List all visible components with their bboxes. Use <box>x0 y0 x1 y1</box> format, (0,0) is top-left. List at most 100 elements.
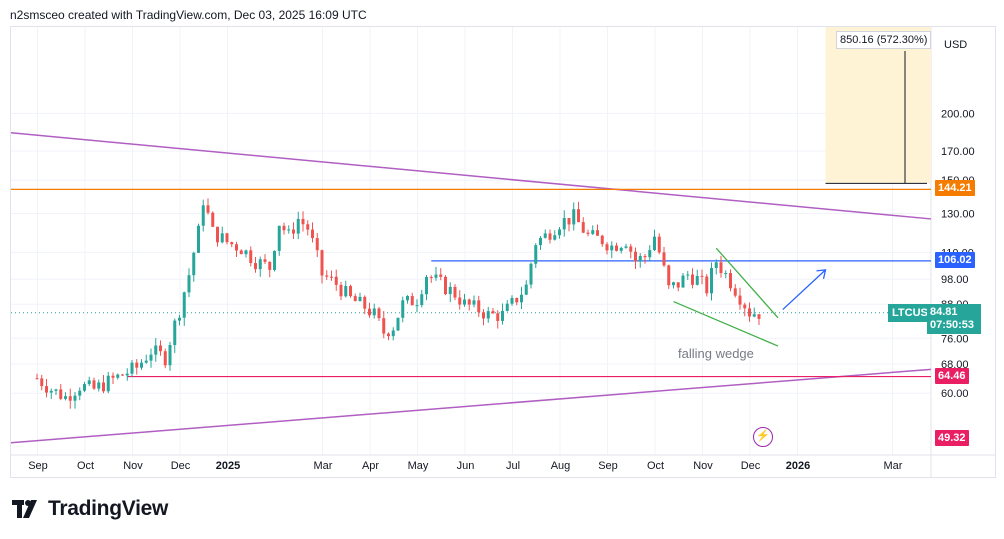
candle-body <box>358 296 362 302</box>
candle-body <box>387 333 390 337</box>
candle-body <box>197 225 200 253</box>
candle-body <box>724 273 728 275</box>
time-tick-label: Dec <box>171 460 191 472</box>
candle-body <box>73 395 77 401</box>
candle-body <box>287 229 291 231</box>
candle-body <box>330 276 333 278</box>
candle-body <box>615 245 618 251</box>
breakout-arrow-head <box>816 269 827 280</box>
candle-body <box>396 317 400 331</box>
candle-body <box>429 277 433 279</box>
candle-body <box>192 252 196 276</box>
candle-body <box>558 229 561 236</box>
candle-body <box>130 362 134 374</box>
candle-body <box>567 218 571 225</box>
candle-body <box>653 236 656 251</box>
candle-body <box>705 276 709 294</box>
candle-body <box>282 225 286 231</box>
candle-body <box>700 275 704 277</box>
candle-body <box>624 246 628 248</box>
price-tag-144: 144.21 <box>935 180 975 197</box>
candle-body <box>144 360 148 363</box>
candle-body <box>296 218 300 234</box>
time-tick-label: Sep <box>598 460 618 472</box>
candle-body <box>401 300 405 318</box>
candle-body <box>83 384 86 391</box>
candle-body <box>235 244 238 251</box>
time-tick-label: Mar <box>314 460 333 472</box>
chart-attribution: n2smsceo created with TradingView.com, D… <box>10 8 367 22</box>
candle-body <box>182 292 186 318</box>
candle-body <box>648 250 652 258</box>
chart-area[interactable]: 60.0068.0076.0088.0098.00110.00130.00150… <box>10 26 996 478</box>
candle-body <box>586 232 590 234</box>
candle-body <box>45 386 48 393</box>
price-tick-label: 170.00 <box>941 146 975 158</box>
candle-body <box>515 297 519 303</box>
candle-body <box>368 308 371 316</box>
price-tick-label: 76.00 <box>941 333 969 345</box>
symbol-tag: LTCUSD <box>888 303 940 322</box>
candle-body <box>553 235 557 240</box>
candle-body <box>439 274 443 277</box>
time-tick-label: Oct <box>647 460 664 472</box>
price-tick-label: 130.00 <box>941 209 975 221</box>
candle-body <box>686 274 690 276</box>
time-tick-label: Dec <box>741 460 761 472</box>
candle-body <box>111 375 115 378</box>
candle-body <box>372 308 376 316</box>
candle-body <box>543 233 547 238</box>
candle-body <box>581 222 585 233</box>
candle-body <box>448 286 452 295</box>
candle-body <box>572 209 576 225</box>
candle-body <box>467 299 471 305</box>
candle-body <box>534 245 538 264</box>
candle-body <box>524 284 528 295</box>
candle-body <box>116 374 120 378</box>
candle-body <box>510 297 514 304</box>
ascending-trendline <box>11 368 932 444</box>
wedge-lower-line <box>673 300 779 347</box>
candle-body <box>121 374 124 376</box>
candle-body <box>681 275 685 288</box>
candle-body <box>634 251 637 262</box>
time-tick-label: Jul <box>506 460 520 472</box>
time-tick-label: 2025 <box>216 460 240 472</box>
candle-body <box>92 380 96 389</box>
candle-body <box>477 300 481 313</box>
candle-body <box>738 295 742 305</box>
candle-body <box>610 245 614 251</box>
price-tick-label: 200.00 <box>941 108 975 120</box>
candle-body <box>453 286 457 298</box>
price-tag-49: 49.32 <box>935 429 969 446</box>
falling-wedge-label: falling wedge <box>678 346 754 361</box>
tradingview-logo[interactable]: TradingView <box>12 497 168 521</box>
candle-body <box>35 378 39 380</box>
candle-body <box>325 275 329 277</box>
candle-body <box>135 362 139 368</box>
candle-body <box>125 373 129 376</box>
time-tick-label: Apr <box>362 460 379 472</box>
candle-body <box>657 236 661 253</box>
candle-body <box>211 212 215 227</box>
time-tick-label: Mar <box>884 460 903 472</box>
candle-body <box>743 304 747 309</box>
candle-body <box>415 305 419 307</box>
measure-label: 850.16 (572.30%) <box>836 31 932 49</box>
price-chart[interactable]: 60.0068.0076.0088.0098.00110.00130.00150… <box>11 27 996 478</box>
tradingview-mark-icon <box>12 499 42 519</box>
candle-body <box>344 286 348 297</box>
candle-body <box>548 233 552 240</box>
candle-body <box>292 229 295 234</box>
candle-body <box>672 282 675 286</box>
candle-body <box>178 317 181 321</box>
candle-body <box>273 250 276 270</box>
candle-body <box>349 286 352 297</box>
candle-body <box>619 247 623 251</box>
price-tick-label: 60.00 <box>941 388 969 400</box>
candle-body <box>97 382 101 389</box>
candle-body <box>216 226 219 243</box>
candle-body <box>163 351 167 366</box>
lightning-icon[interactable]: ⚡ <box>753 427 773 447</box>
candle-body <box>168 345 172 366</box>
